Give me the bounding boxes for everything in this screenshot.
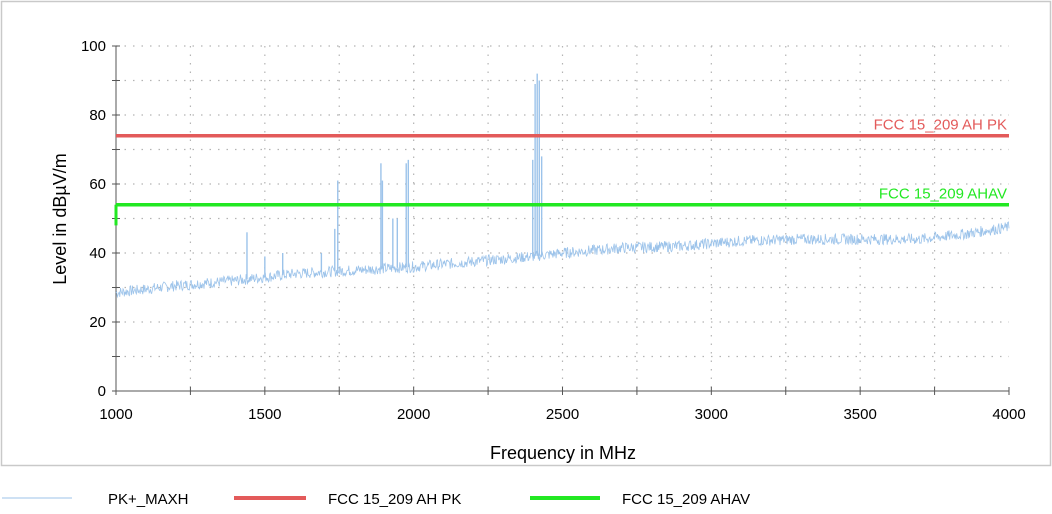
y-tick-label: 0 — [98, 383, 106, 400]
limit-labels: FCC 15_209 AH PK FCC 15_209 AHAV — [874, 117, 1007, 203]
y-tick-label: 20 — [89, 314, 106, 331]
y-axis-label: Level in dBµV/m — [50, 153, 70, 284]
legend-label-2: FCC 15_209 AHAV — [622, 491, 750, 508]
x-tick-label: 3500 — [843, 406, 876, 423]
legend-label-0: PK+_MAXH — [108, 491, 188, 508]
legend: PK+_MAXH FCC 15_209 AH PK FCC 15_209 AHAV — [2, 491, 750, 508]
x-tick-label: 3000 — [695, 406, 728, 423]
x-axis-label: Frequency in MHz — [490, 443, 636, 463]
y-tick-label: 80 — [89, 107, 106, 124]
limit-label-fcc-av: FCC 15_209 AHAV — [879, 186, 1007, 203]
chart-panel-border — [0, 0, 1052, 467]
plot-area — [114, 73, 1010, 299]
legend-label-1: FCC 15_209 AH PK — [328, 491, 461, 508]
y-tick-label: 100 — [81, 38, 106, 55]
x-tick-label: 2500 — [546, 406, 579, 423]
x-tick-label: 1000 — [99, 406, 132, 423]
x-tick-label: 4000 — [992, 406, 1025, 423]
tick-labels: 0 20 40 60 80 100 1000 1500 2000 2500 3000 3500 4000 — [81, 38, 1026, 423]
y-tick-label: 60 — [89, 176, 106, 193]
y-tick-label: 40 — [89, 245, 106, 262]
limit-label-fcc-pk: FCC 15_209 AH PK — [874, 117, 1007, 134]
x-tick-label: 1500 — [248, 406, 281, 423]
x-tick-label: 2000 — [397, 406, 430, 423]
